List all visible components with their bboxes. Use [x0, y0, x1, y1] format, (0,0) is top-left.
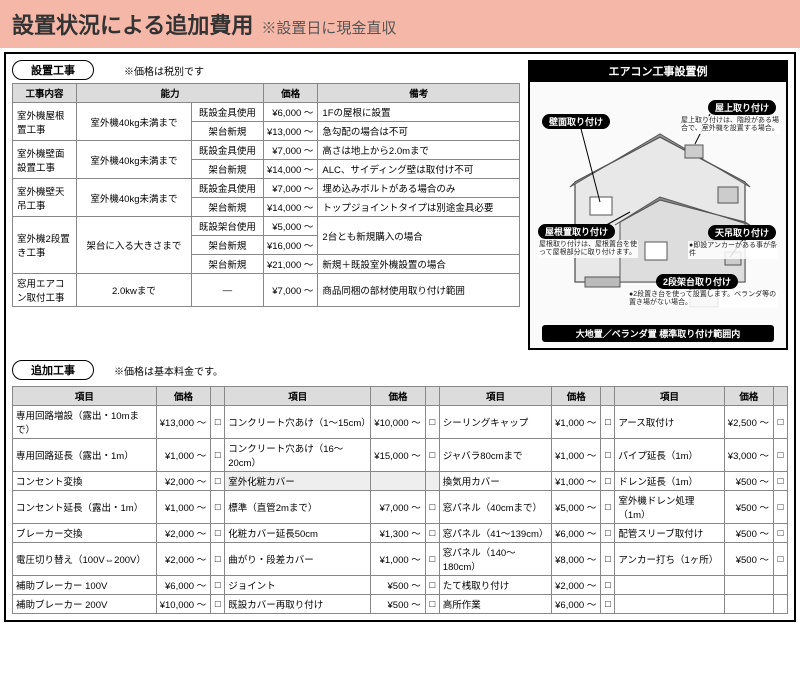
install-table: 工事内容能力価格備考 室外機屋根置工事室外機40kg未満まで既設金具使用¥6,0… [12, 83, 520, 307]
extra-pill: 追加工事 [12, 360, 94, 380]
example-body: 壁面取り付け 屋上取り付け 屋上取り付けは、階段がある場合で、室外機を設置する場… [528, 82, 788, 350]
install-pill: 設置工事 [12, 60, 94, 80]
example-header: エアコン工事設置例 [528, 60, 788, 82]
header-banner: 設置状況による追加費用 ※設置日に現金直収 [0, 0, 800, 48]
extra-table: 項目価格項目価格項目価格項目価格 専用回路増設（露出・10mまで）¥13,000… [12, 386, 788, 614]
label-rooftop: 屋上取り付け [708, 100, 776, 115]
label-ceiling: 天吊取り付け [708, 225, 776, 240]
label-twostage-txt: ●2段置き台を使って設置します。ベランダ等の置き場がない場合。 [628, 290, 778, 308]
label-roof-txt: 屋根取り付けは、屋根置台を使って屋根部分に取り付けます。 [538, 240, 638, 258]
label-wall: 壁面取り付け [542, 114, 610, 129]
outer-frame: 設置工事 ※価格は税別です 工事内容能力価格備考 室外機屋根置工事室外機40kg… [4, 52, 796, 622]
extra-section: 追加工事 ※価格は基本料金です。 項目価格項目価格項目価格項目価格 専用回路増設… [12, 360, 788, 614]
install-note: ※価格は税別です [124, 63, 204, 78]
label-ceiling-txt: ●即設アンカーがある事が条件 [688, 241, 778, 259]
example-panel: エアコン工事設置例 [528, 60, 788, 350]
label-rooftop-txt: 屋上取り付けは、階段がある場合で、室外機を設置する場合。 [680, 116, 780, 134]
label-ground: 大地置／ベランダ置 標準取り付け範囲内 [542, 325, 774, 342]
label-twostage: 2段架台取り付け [656, 274, 738, 289]
header-sub: ※設置日に現金直収 [261, 17, 396, 38]
label-roof: 屋根置取り付け [538, 224, 615, 239]
header-title: 設置状況による追加費用 [12, 8, 253, 40]
install-section: 設置工事 ※価格は税別です 工事内容能力価格備考 室外機屋根置工事室外機40kg… [12, 60, 520, 350]
extra-note: ※価格は基本料金です。 [114, 363, 223, 378]
